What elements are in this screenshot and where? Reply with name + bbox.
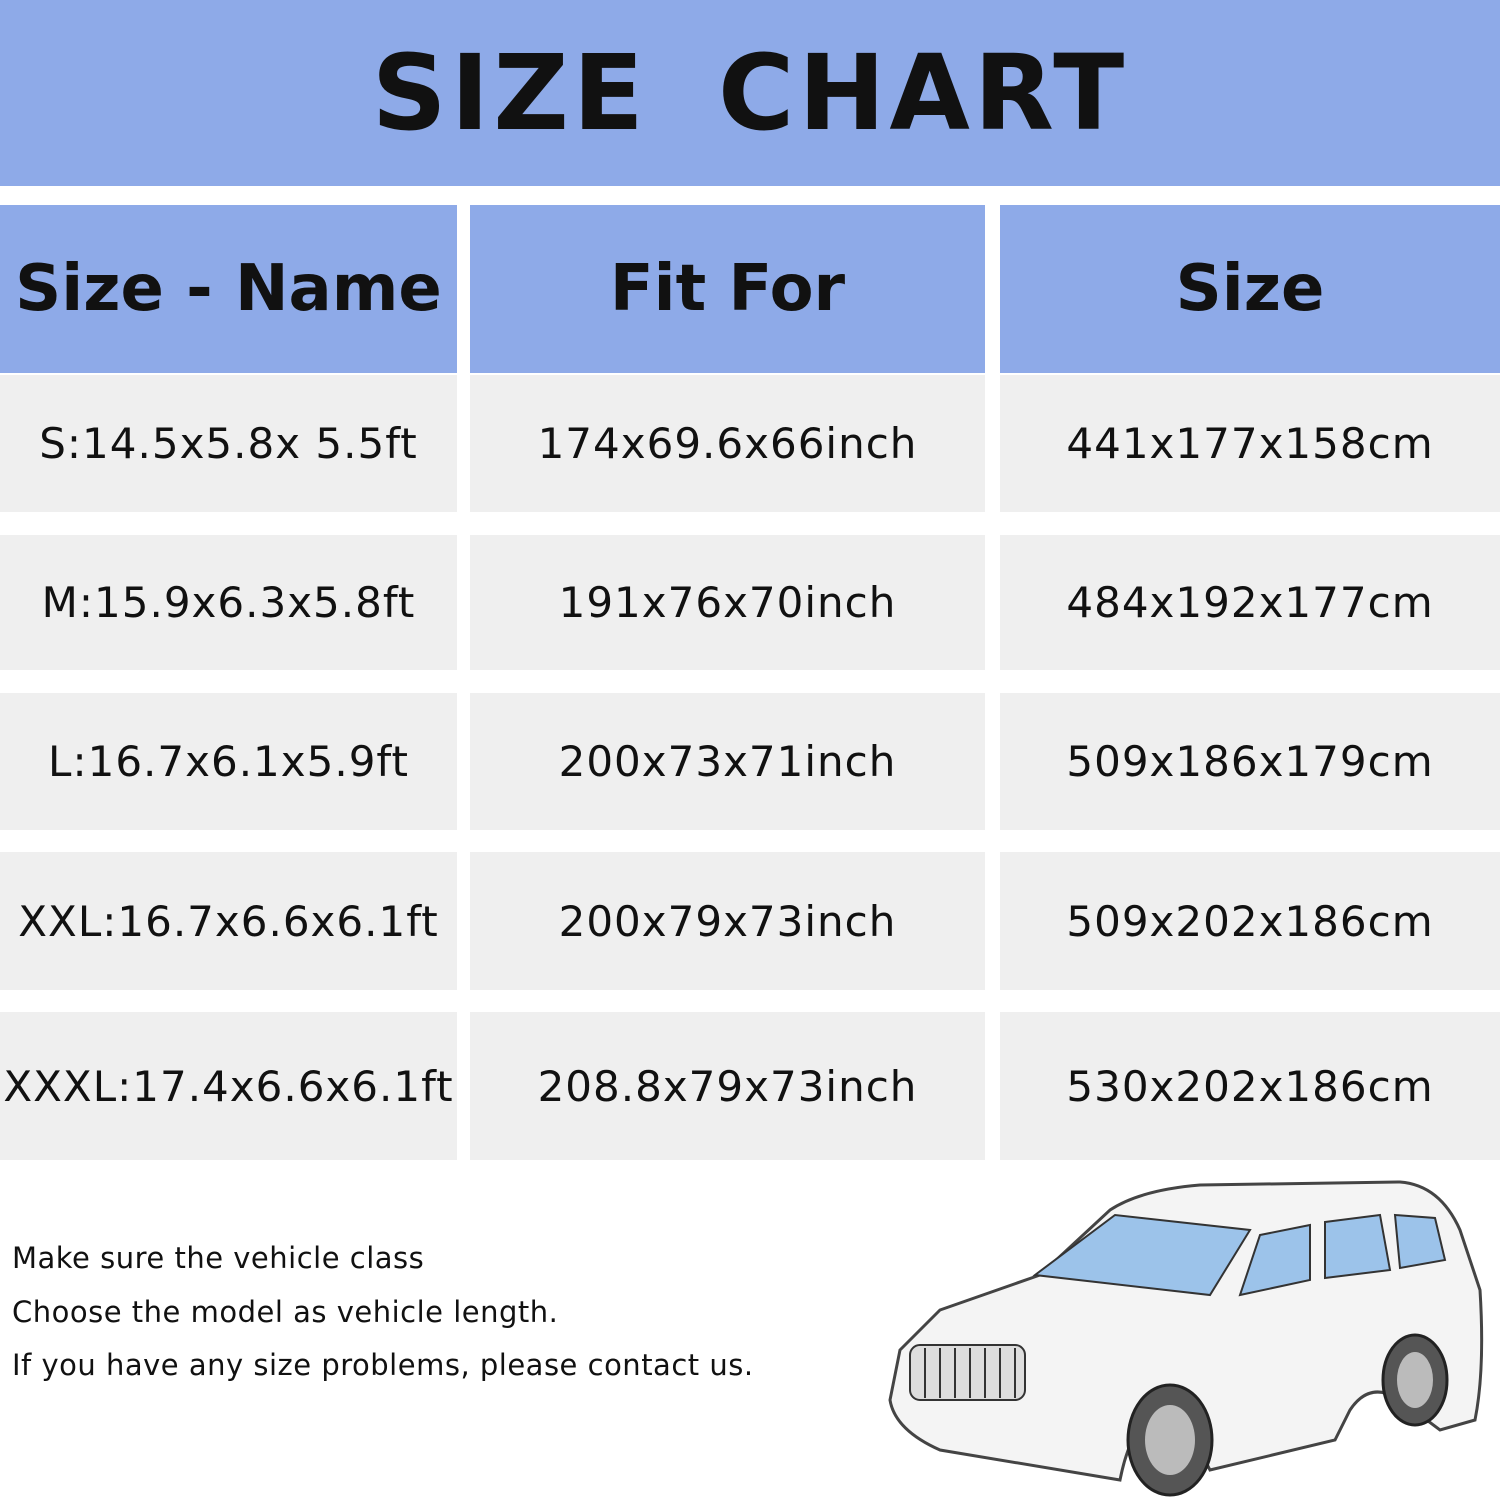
table-cell: XXXL:17.4x6.6x6.1ft [0,1012,457,1160]
note-line: Choose the model as vehicle length. [12,1294,559,1329]
note-line: If you have any size problems, please co… [12,1348,754,1382]
header-size-name: Size - Name [0,205,457,373]
table-cell: 200x79x73inch [470,852,985,990]
table-cell: L:16.7x6.1x5.9ft [0,693,457,830]
table-cell: S:14.5x5.8x 5.5ft [0,375,457,512]
table-cell: 200x73x71inch [470,693,985,830]
table-cell: M:15.9x6.3x5.8ft [0,535,457,670]
table-cell: 208.8x79x73inch [470,1012,985,1160]
table-cell: 530x202x186cm [1000,1012,1500,1160]
table-cell: 174x69.6x66inch [470,375,985,512]
table-cell: 191x76x70inch [470,535,985,670]
table-cell: 509x186x179cm [1000,693,1500,830]
table-cell: XXL:16.7x6.6x6.1ft [0,852,457,990]
title-banner: SIZE CHART [0,0,1500,186]
table-cell: 441x177x158cm [1000,375,1500,512]
table-cell: 509x202x186cm [1000,852,1500,990]
table-cell: 484x192x177cm [1000,535,1500,670]
notes: Make sure the vehicle class Choose the m… [12,1232,754,1393]
note-line: Make sure the vehicle class [12,1241,425,1275]
header-size: Size [1000,205,1500,373]
header-fit-for: Fit For [470,205,985,373]
page-title: SIZE CHART [371,32,1129,154]
suv-car-icon [888,1180,1484,1497]
